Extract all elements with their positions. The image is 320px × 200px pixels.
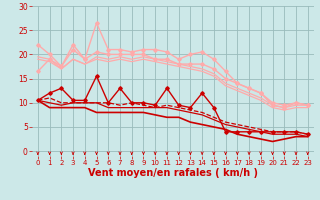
X-axis label: Vent moyen/en rafales ( km/h ): Vent moyen/en rafales ( km/h ) [88,168,258,178]
